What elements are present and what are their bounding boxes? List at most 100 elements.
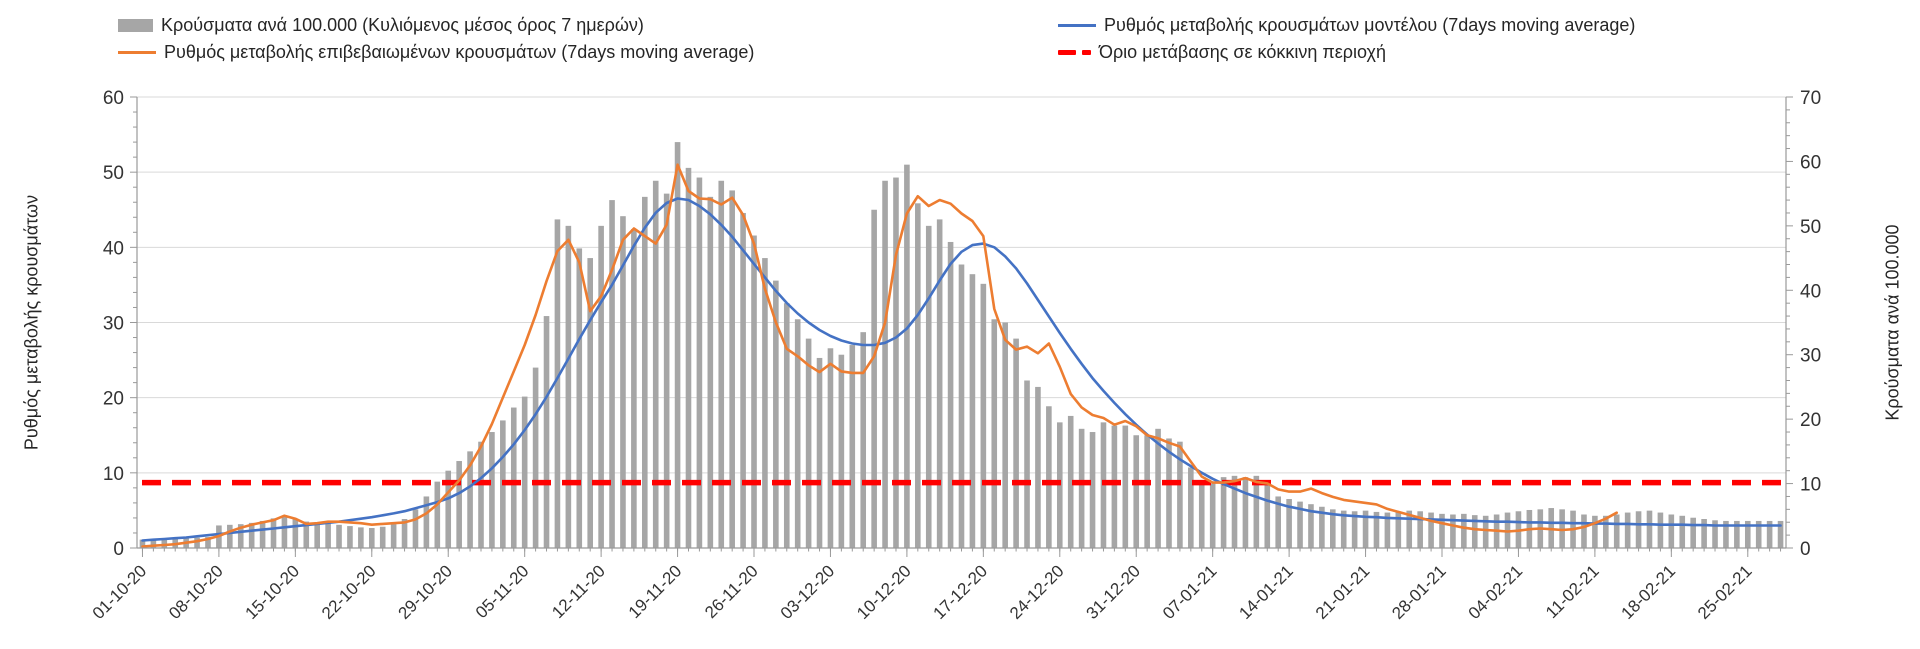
- x-tick-label: 01-10-20: [89, 561, 151, 623]
- bar: [1603, 515, 1609, 548]
- bar: [1723, 520, 1729, 548]
- y-left-tick-label: 30: [103, 314, 124, 335]
- bar: [1766, 520, 1773, 548]
- bar: [1755, 520, 1762, 548]
- bar: [1428, 512, 1434, 548]
- y-right-tick-label: 50: [1800, 217, 1821, 238]
- bar: [1592, 515, 1598, 548]
- bar: [1450, 514, 1456, 548]
- x-tick-label: 28-01-21: [1388, 561, 1450, 623]
- bar: [281, 515, 288, 548]
- bar: [565, 225, 572, 549]
- bar: [194, 537, 200, 548]
- bar: [325, 523, 331, 548]
- y-left-tick-label: 60: [103, 88, 124, 109]
- bar: [631, 229, 637, 548]
- bar-swatch-icon: [118, 19, 153, 32]
- bar: [1264, 481, 1271, 548]
- bar: [663, 193, 670, 548]
- bar: [816, 357, 823, 548]
- bar: [456, 461, 462, 548]
- bar: [347, 526, 353, 548]
- bar: [379, 526, 386, 548]
- x-tick-label: 17-12-20: [930, 561, 992, 623]
- bar: [543, 316, 550, 548]
- bar: [368, 528, 375, 548]
- bar: [652, 180, 659, 548]
- bar: [1144, 435, 1150, 548]
- bar: [762, 258, 768, 548]
- bar: [1734, 520, 1740, 548]
- bar: [1668, 514, 1675, 548]
- bar: [336, 524, 342, 548]
- bar: [925, 225, 932, 549]
- legend-item-red-zone-threshold: Όριο μετάβασης σε κόκκινη περιοχή: [1058, 42, 1386, 63]
- y-right-tick-label: 10: [1800, 475, 1821, 496]
- bar: [259, 520, 266, 548]
- x-tick-label: 12-11-20: [548, 561, 609, 622]
- bar: [620, 216, 626, 548]
- bar: [718, 180, 725, 548]
- bar: [1657, 512, 1664, 548]
- x-tick-label: 03-12-20: [777, 561, 839, 623]
- bar: [958, 264, 965, 548]
- bar: [1690, 517, 1696, 548]
- bar: [882, 180, 888, 548]
- y-left-tick-label: 10: [103, 464, 124, 485]
- bar: [936, 219, 943, 548]
- bar: [860, 332, 867, 548]
- x-tick-label: 15-10-20: [242, 561, 304, 623]
- bar: [838, 354, 845, 548]
- bar: [510, 407, 517, 548]
- bar: [1286, 499, 1292, 548]
- bar: [1198, 483, 1205, 548]
- bar: [740, 212, 746, 548]
- bar: [248, 522, 255, 548]
- bar: [1679, 515, 1686, 548]
- bar: [1275, 496, 1281, 548]
- bar: [445, 470, 452, 548]
- y-left-tick-label: 0: [113, 539, 124, 560]
- bar: [980, 283, 987, 548]
- x-tick-label: 10-12-20: [853, 561, 915, 623]
- bar: [434, 481, 441, 548]
- bar: [685, 167, 692, 548]
- y-left-tick-label: 20: [103, 389, 124, 410]
- bar: [871, 209, 877, 548]
- bar: [1308, 504, 1314, 548]
- bar: [401, 519, 408, 548]
- bar: [1744, 520, 1751, 548]
- bar: [139, 539, 146, 548]
- bar: [478, 441, 484, 548]
- bar: [1209, 483, 1216, 548]
- legend-item-confirmed-rate: Ρυθμός μεταβολής επιβεβαιωμένων κρουσμάτ…: [118, 42, 754, 63]
- y-right-tick-label: 60: [1800, 152, 1821, 173]
- bar: [1384, 512, 1391, 548]
- bar: [1701, 519, 1707, 548]
- bar: [1559, 509, 1565, 548]
- bar: [1439, 513, 1445, 548]
- bar: [1002, 322, 1008, 548]
- bar: [1777, 520, 1784, 548]
- bar: [991, 319, 998, 548]
- bar: [1362, 510, 1369, 548]
- model-rate-line: [141, 197, 1782, 542]
- bar: [292, 519, 299, 548]
- bar: [1024, 380, 1030, 548]
- x-tick-label: 14-01-21: [1235, 561, 1297, 623]
- bar: [1646, 510, 1653, 548]
- x-tick-label: 21-01-21: [1312, 561, 1374, 623]
- bar: [1231, 475, 1238, 548]
- bar: [1330, 509, 1336, 548]
- bar: [237, 524, 244, 548]
- bar: [423, 496, 430, 548]
- bar: [390, 524, 397, 548]
- y-left-tick-label: 40: [103, 238, 124, 259]
- orange-line-swatch-icon: [118, 51, 156, 54]
- x-tick-label: 29-10-20: [394, 561, 456, 623]
- y-right-tick-label: 20: [1800, 410, 1821, 431]
- x-tick-label: 05-11-20: [472, 561, 533, 622]
- bar: [1155, 428, 1161, 548]
- y-right-tick-label: 0: [1800, 539, 1811, 560]
